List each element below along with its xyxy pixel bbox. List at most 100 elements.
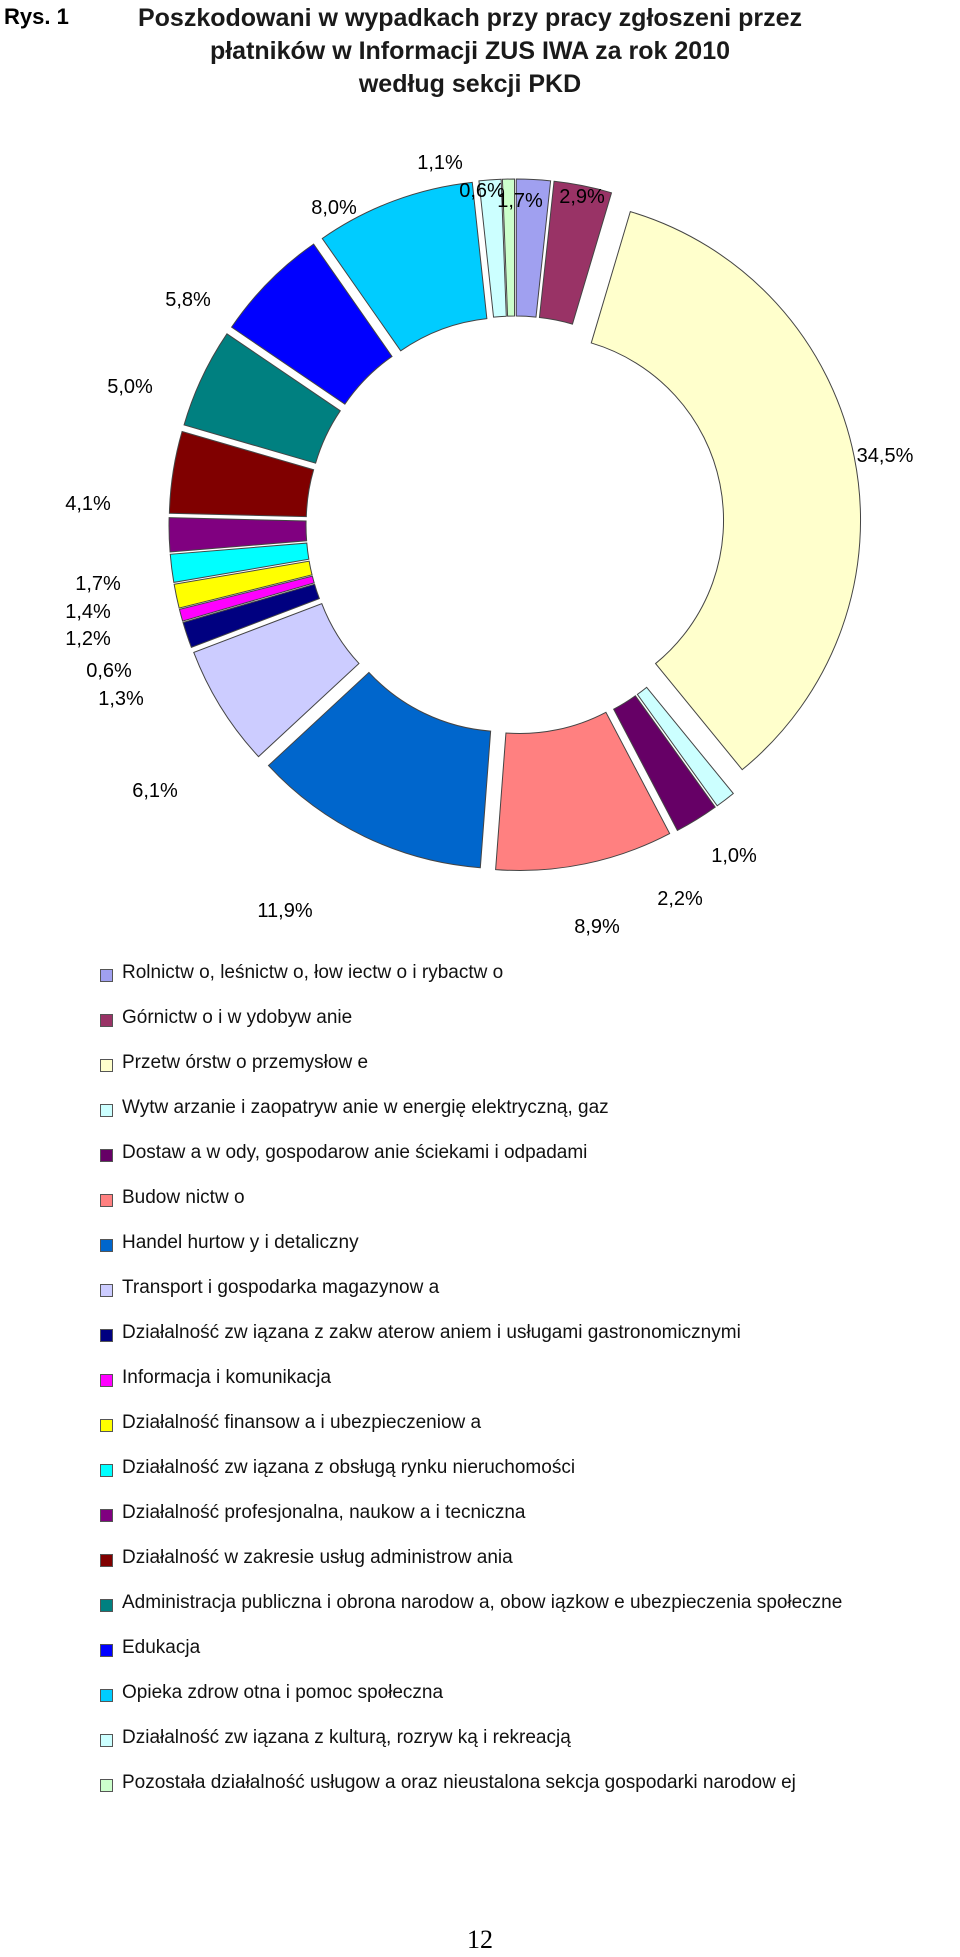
- legend-swatch: [100, 1509, 113, 1522]
- legend-item: Opieka zdrow otna i pomoc społeczna: [100, 1680, 960, 1725]
- donut-slice: [590, 211, 862, 771]
- legend-label: Rolnictw o, leśnictw o, łow iectw o i ry…: [122, 962, 504, 983]
- donut-slice: [168, 430, 315, 518]
- legend-swatch: [100, 1104, 113, 1117]
- legend-item: Działalność zw iązana z zakw aterow anie…: [100, 1320, 960, 1365]
- legend: Rolnictw o, leśnictw o, łow iectw o i ry…: [100, 960, 960, 1815]
- chart-title-line: według sekcji PKD: [358, 70, 582, 98]
- data-label: 1,2%: [65, 628, 111, 650]
- legend-item: Górnictw o i w ydobyw anie: [100, 1005, 960, 1050]
- donut-slice: [183, 333, 341, 464]
- donut-slice: [182, 583, 321, 649]
- legend-label: Działalność zw iązana z kulturą, rozryw …: [122, 1727, 571, 1748]
- legend-label: Transport i gospodarka magazynow a: [122, 1277, 440, 1298]
- legend-item: Informacja i komunikacja: [100, 1365, 960, 1410]
- legend-swatch: [100, 1644, 113, 1657]
- legend-label: Działalność profesjonalna, naukow a i te…: [122, 1502, 526, 1523]
- donut-slice: [267, 671, 492, 869]
- legend-item: Pozostała działalność usługow a oraz nie…: [100, 1770, 960, 1815]
- legend-item: Rolnictw o, leśnictw o, łow iectw o i ry…: [100, 960, 960, 1005]
- data-label: 6,1%: [132, 780, 178, 802]
- donut-slice: [515, 178, 552, 318]
- data-label: 34,5%: [857, 445, 914, 467]
- donut-slice: [168, 517, 308, 553]
- legend-item: Działalność profesjonalna, naukow a i te…: [100, 1500, 960, 1545]
- data-label: 8,9%: [574, 916, 620, 938]
- legend-label: Pozostała działalność usługow a oraz nie…: [122, 1772, 796, 1793]
- data-labels: 1,7% 2,9% 34,5% 1,0% 2,2% 8,9% 11,9% 6,1% 1,3% 0,…: [65, 152, 913, 938]
- donut-slices: [168, 178, 862, 871]
- data-label: 0,6%: [459, 180, 505, 202]
- legend-swatch: [100, 1374, 113, 1387]
- data-label: 5,0%: [107, 376, 153, 398]
- legend-swatch: [100, 1689, 113, 1702]
- legend-item: Transport i gospodarka magazynow a: [100, 1275, 960, 1320]
- legend-item: Działalność finansow a i ubezpieczeniow …: [100, 1410, 960, 1455]
- donut-slice: [230, 243, 393, 405]
- legend-label: Przetw órstw o przemysłow e: [122, 1052, 369, 1073]
- legend-item: Przetw órstw o przemysłow e: [100, 1050, 960, 1095]
- donut-slice: [169, 542, 310, 583]
- legend-item: Działalność w zakresie usług administrow…: [100, 1545, 960, 1590]
- legend-label: Dostaw a w ody, gospodarow anie ściekami…: [122, 1142, 588, 1163]
- legend-swatch: [100, 1464, 113, 1477]
- legend-label: Handel hurtow y i detaliczny: [122, 1232, 359, 1253]
- legend-label: Informacja i komunikacja: [122, 1367, 332, 1388]
- legend-label: Działalność w zakresie usług administrow…: [122, 1547, 513, 1568]
- chart-title: Poszkodowani w wypadkach przy pracy zgło…: [120, 2, 820, 101]
- data-label: 1,1%: [417, 152, 463, 174]
- donut-slice: [612, 695, 716, 832]
- data-label: 11,9%: [257, 900, 312, 922]
- page-number: 12: [467, 1925, 493, 1954]
- legend-swatch: [100, 1014, 113, 1027]
- legend-swatch: [100, 1419, 113, 1432]
- legend-swatch: [100, 969, 113, 982]
- figure-label: Rys. 1: [4, 4, 69, 29]
- legend-item: Działalność zw iązana z obsługą rynku ni…: [100, 1455, 960, 1500]
- data-label: 8,0%: [311, 197, 357, 219]
- data-label: 1,7%: [75, 573, 121, 595]
- legend-label: Edukacja: [122, 1637, 201, 1658]
- donut-slice: [321, 181, 488, 352]
- legend-swatch: [100, 1194, 113, 1207]
- legend-label: Działalność finansow a i ubezpieczeniow …: [122, 1412, 482, 1433]
- legend-item: Dostaw a w ody, gospodarow anie ściekami…: [100, 1140, 960, 1185]
- legend-swatch: [100, 1059, 113, 1072]
- legend-swatch: [100, 1554, 113, 1567]
- donut-slice: [501, 178, 516, 317]
- legend-label: Górnictw o i w ydobyw anie: [122, 1007, 353, 1028]
- legend-item: Wytw arzanie i zaopatryw anie w energię …: [100, 1095, 960, 1140]
- legend-item: Handel hurtow y i detaliczny: [100, 1230, 960, 1275]
- donut-slice: [193, 602, 360, 758]
- chart-title-line: Poszkodowani w wypadkach przy pracy zgło…: [137, 4, 803, 32]
- legend-label: Wytw arzanie i zaopatryw anie w energię …: [122, 1097, 609, 1118]
- data-label: 1,4%: [65, 601, 111, 623]
- donut-slice: [173, 560, 313, 609]
- donut-slice: [636, 686, 734, 807]
- data-label: 1,3%: [98, 688, 144, 710]
- donut-chart: 1,7% 2,9% 34,5% 1,0% 2,2% 8,9% 11,9% 6,1% 1,3% 0,…: [65, 152, 913, 938]
- data-label: 2,9%: [559, 186, 605, 208]
- legend-item: Edukacja: [100, 1635, 960, 1680]
- data-label: 4,1%: [65, 493, 111, 515]
- legend-item: Administracja publiczna i obrona narodow…: [100, 1590, 960, 1635]
- legend-item: Działalność zw iązana z kulturą, rozryw …: [100, 1725, 960, 1770]
- donut-slice: [178, 575, 315, 622]
- legend-label: Działalność zw iązana z zakw aterow anie…: [122, 1322, 741, 1343]
- legend-swatch: [100, 1599, 113, 1612]
- data-label: 5,8%: [165, 289, 211, 311]
- data-label: 2,2%: [657, 888, 703, 910]
- legend-label: Administracja publiczna i obrona narodow…: [122, 1592, 843, 1613]
- donut-slice: [495, 711, 671, 871]
- legend-swatch: [100, 1239, 113, 1252]
- legend-swatch: [100, 1734, 113, 1747]
- donut-slice: [478, 178, 507, 318]
- legend-swatch: [100, 1149, 113, 1162]
- legend-label: Działalność zw iązana z obsługą rynku ni…: [122, 1457, 576, 1478]
- data-label: 1,7%: [497, 190, 543, 212]
- legend-swatch: [100, 1779, 113, 1792]
- legend-item: Budow nictw o: [100, 1185, 960, 1230]
- legend-label: Opieka zdrow otna i pomoc społeczna: [122, 1682, 444, 1703]
- legend-label: Budow nictw o: [122, 1187, 245, 1208]
- legend-swatch: [100, 1329, 113, 1342]
